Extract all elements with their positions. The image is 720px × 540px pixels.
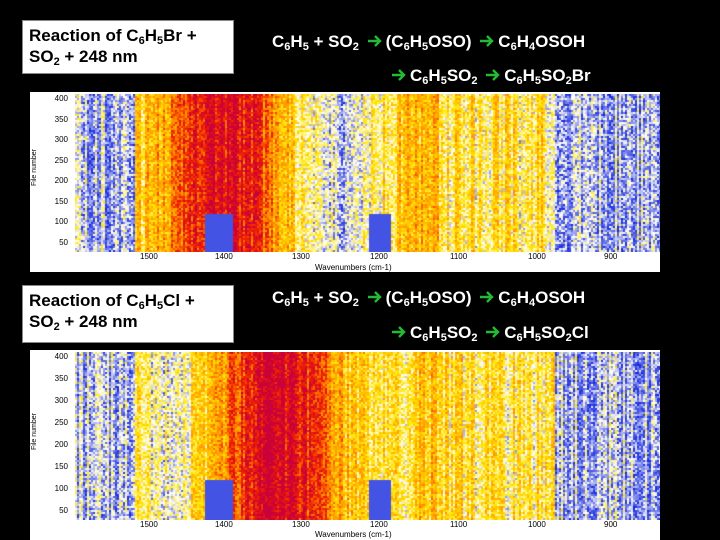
y-tick-label: 50 (50, 506, 68, 515)
panel2-x-axis-label: Wavenumbers (cm-1) (315, 530, 392, 539)
panel1-title-box: Reaction of C6H5Br + SO2 + 248 nm (22, 20, 234, 74)
arrow-right-icon (391, 325, 407, 339)
arrow-right-icon (391, 68, 407, 82)
panel1-equation-line2: C6H5SO2 C6H5SO2Br (388, 65, 591, 87)
panel2-heatmap (75, 352, 660, 520)
x-tick-label: 1200 (370, 252, 388, 261)
y-tick-label: 250 (50, 418, 68, 427)
y-tick-label: 150 (50, 197, 68, 206)
y-tick-label: 300 (50, 135, 68, 144)
x-tick-label: 1400 (215, 252, 233, 261)
x-tick-label: 900 (604, 252, 617, 261)
panel2-equation-line1: C6H5 + SO2 (C6H5OSO) C6H4OSOH (272, 287, 585, 309)
arrow-right-icon (485, 325, 501, 339)
panel1-y-axis-label: File number (31, 149, 38, 186)
y-tick-label: 400 (50, 352, 68, 361)
arrow-right-icon (479, 34, 495, 48)
x-tick-label: 1300 (292, 252, 310, 261)
panel1-heatmap (75, 94, 660, 252)
heatmap-canvas (75, 352, 660, 520)
x-tick-label: 1500 (140, 520, 158, 529)
y-tick-label: 150 (50, 462, 68, 471)
panel2-title-box: Reaction of C6H5Cl + SO2 + 248 nm (22, 285, 234, 343)
y-tick-label: 50 (50, 238, 68, 247)
arrow-right-icon (367, 34, 383, 48)
panel2-y-axis-label: File number (31, 413, 38, 450)
arrow-right-icon (485, 68, 501, 82)
x-tick-label: 1300 (292, 520, 310, 529)
x-tick-label: 1200 (370, 520, 388, 529)
x-tick-label: 900 (604, 520, 617, 529)
y-tick-label: 200 (50, 440, 68, 449)
x-tick-label: 1500 (140, 252, 158, 261)
y-tick-label: 200 (50, 176, 68, 185)
y-tick-label: 100 (50, 217, 68, 226)
y-tick-label: 250 (50, 156, 68, 165)
x-tick-label: 1100 (450, 520, 467, 529)
y-tick-label: 400 (50, 94, 68, 103)
x-tick-label: 1100 (450, 252, 467, 261)
y-tick-label: 300 (50, 396, 68, 405)
panel1-equation-line1: C6H5 + SO2 (C6H5OSO) C6H4OSOH (272, 31, 585, 53)
arrow-right-icon (367, 290, 383, 304)
x-tick-label: 1000 (528, 520, 546, 529)
panel2-spectrum-plot: File number 400 350 300 250 200 150 100 50 1500… (30, 350, 660, 540)
y-tick-label: 350 (50, 115, 68, 124)
y-tick-label: 100 (50, 484, 68, 493)
y-tick-label: 350 (50, 374, 68, 383)
x-tick-label: 1400 (215, 520, 233, 529)
heatmap-canvas (75, 94, 660, 252)
arrow-right-icon (479, 290, 495, 304)
x-tick-label: 1000 (528, 252, 546, 261)
panel1-spectrum-plot: File number 400 350 300 250 200 150 100 50 1500… (30, 92, 660, 272)
panel1-x-axis-label: Wavenumbers (cm-1) (315, 263, 392, 272)
panel2-equation-line2: C6H5SO2 C6H5SO2Cl (388, 322, 589, 344)
